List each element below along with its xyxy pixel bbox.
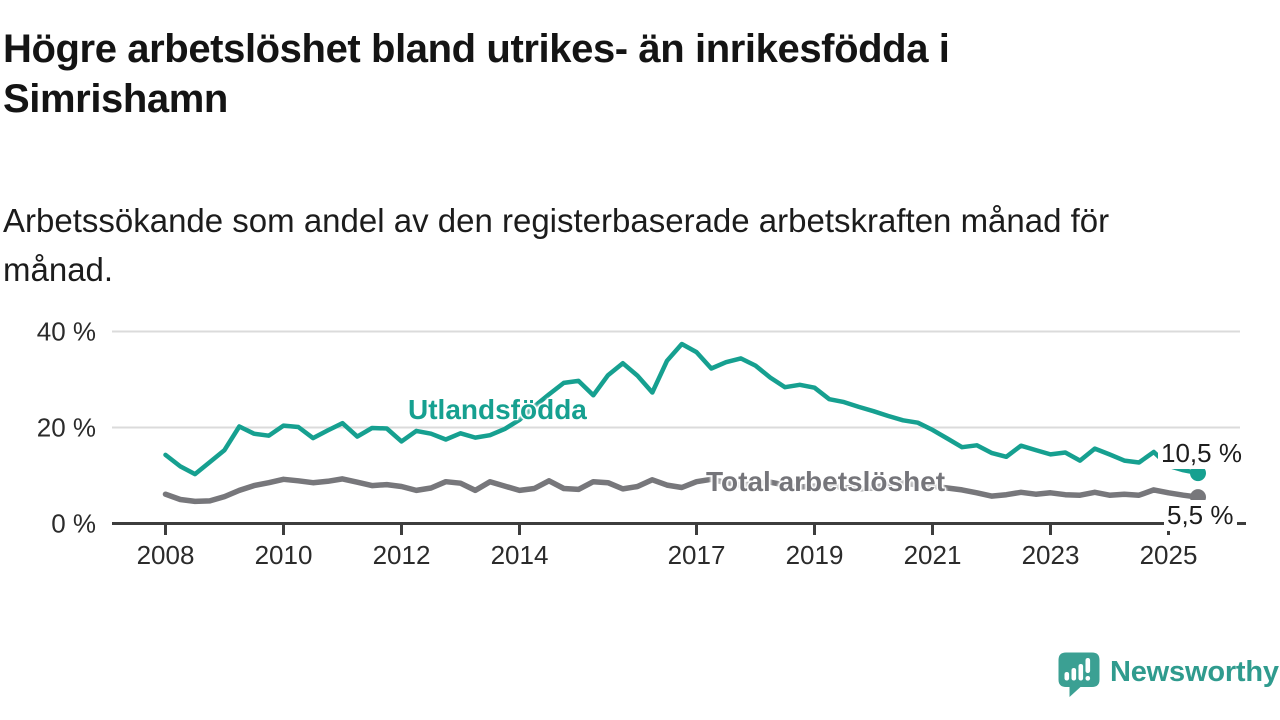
newsworthy-bubble-chart-icon bbox=[1058, 652, 1100, 697]
end-value-label-total: 5,5 % bbox=[1164, 500, 1237, 531]
chart-subtitle: Arbetssökande som andel av den registerb… bbox=[3, 202, 1110, 288]
series-label-total-arbetsloshet: Total arbetslöshet bbox=[706, 466, 946, 497]
newsworthy-wordmark: Newsworthy bbox=[1110, 655, 1279, 688]
line-utlandsf-dda bbox=[163, 341, 1201, 477]
x-axis-tick-label: 2017 bbox=[668, 540, 726, 570]
series-label-utlandsfodda: Utlandsfödda bbox=[408, 394, 587, 425]
x-axis-tick-label: 2025 bbox=[1140, 540, 1198, 570]
x-axis-tick-label: 2010 bbox=[255, 540, 313, 570]
x-axis-tick-label: 2021 bbox=[904, 540, 962, 570]
series-end-dot bbox=[1190, 465, 1206, 482]
x-axis-tick-label: 2019 bbox=[786, 540, 844, 570]
y-axis-tick-label: 40 % bbox=[37, 317, 96, 347]
x-axis-tick-label: 2008 bbox=[137, 540, 195, 570]
page-title: Högre arbetslöshet bland utrikes- än inr… bbox=[3, 27, 950, 121]
x-axis-tick-label: 2023 bbox=[1022, 540, 1080, 570]
y-axis-tick-label: 20 % bbox=[37, 413, 96, 443]
end-value-label-utlandsfodda: 10,5 % bbox=[1158, 438, 1245, 469]
newsworthy-logo: Newsworthy bbox=[1056, 650, 1279, 698]
y-axis-tick-label: 0 % bbox=[51, 509, 96, 539]
x-axis-tick-label: 2014 bbox=[491, 540, 549, 570]
line-total-arbetsl-shet bbox=[162, 476, 1201, 505]
x-axis-tick-label: 2012 bbox=[373, 540, 431, 570]
